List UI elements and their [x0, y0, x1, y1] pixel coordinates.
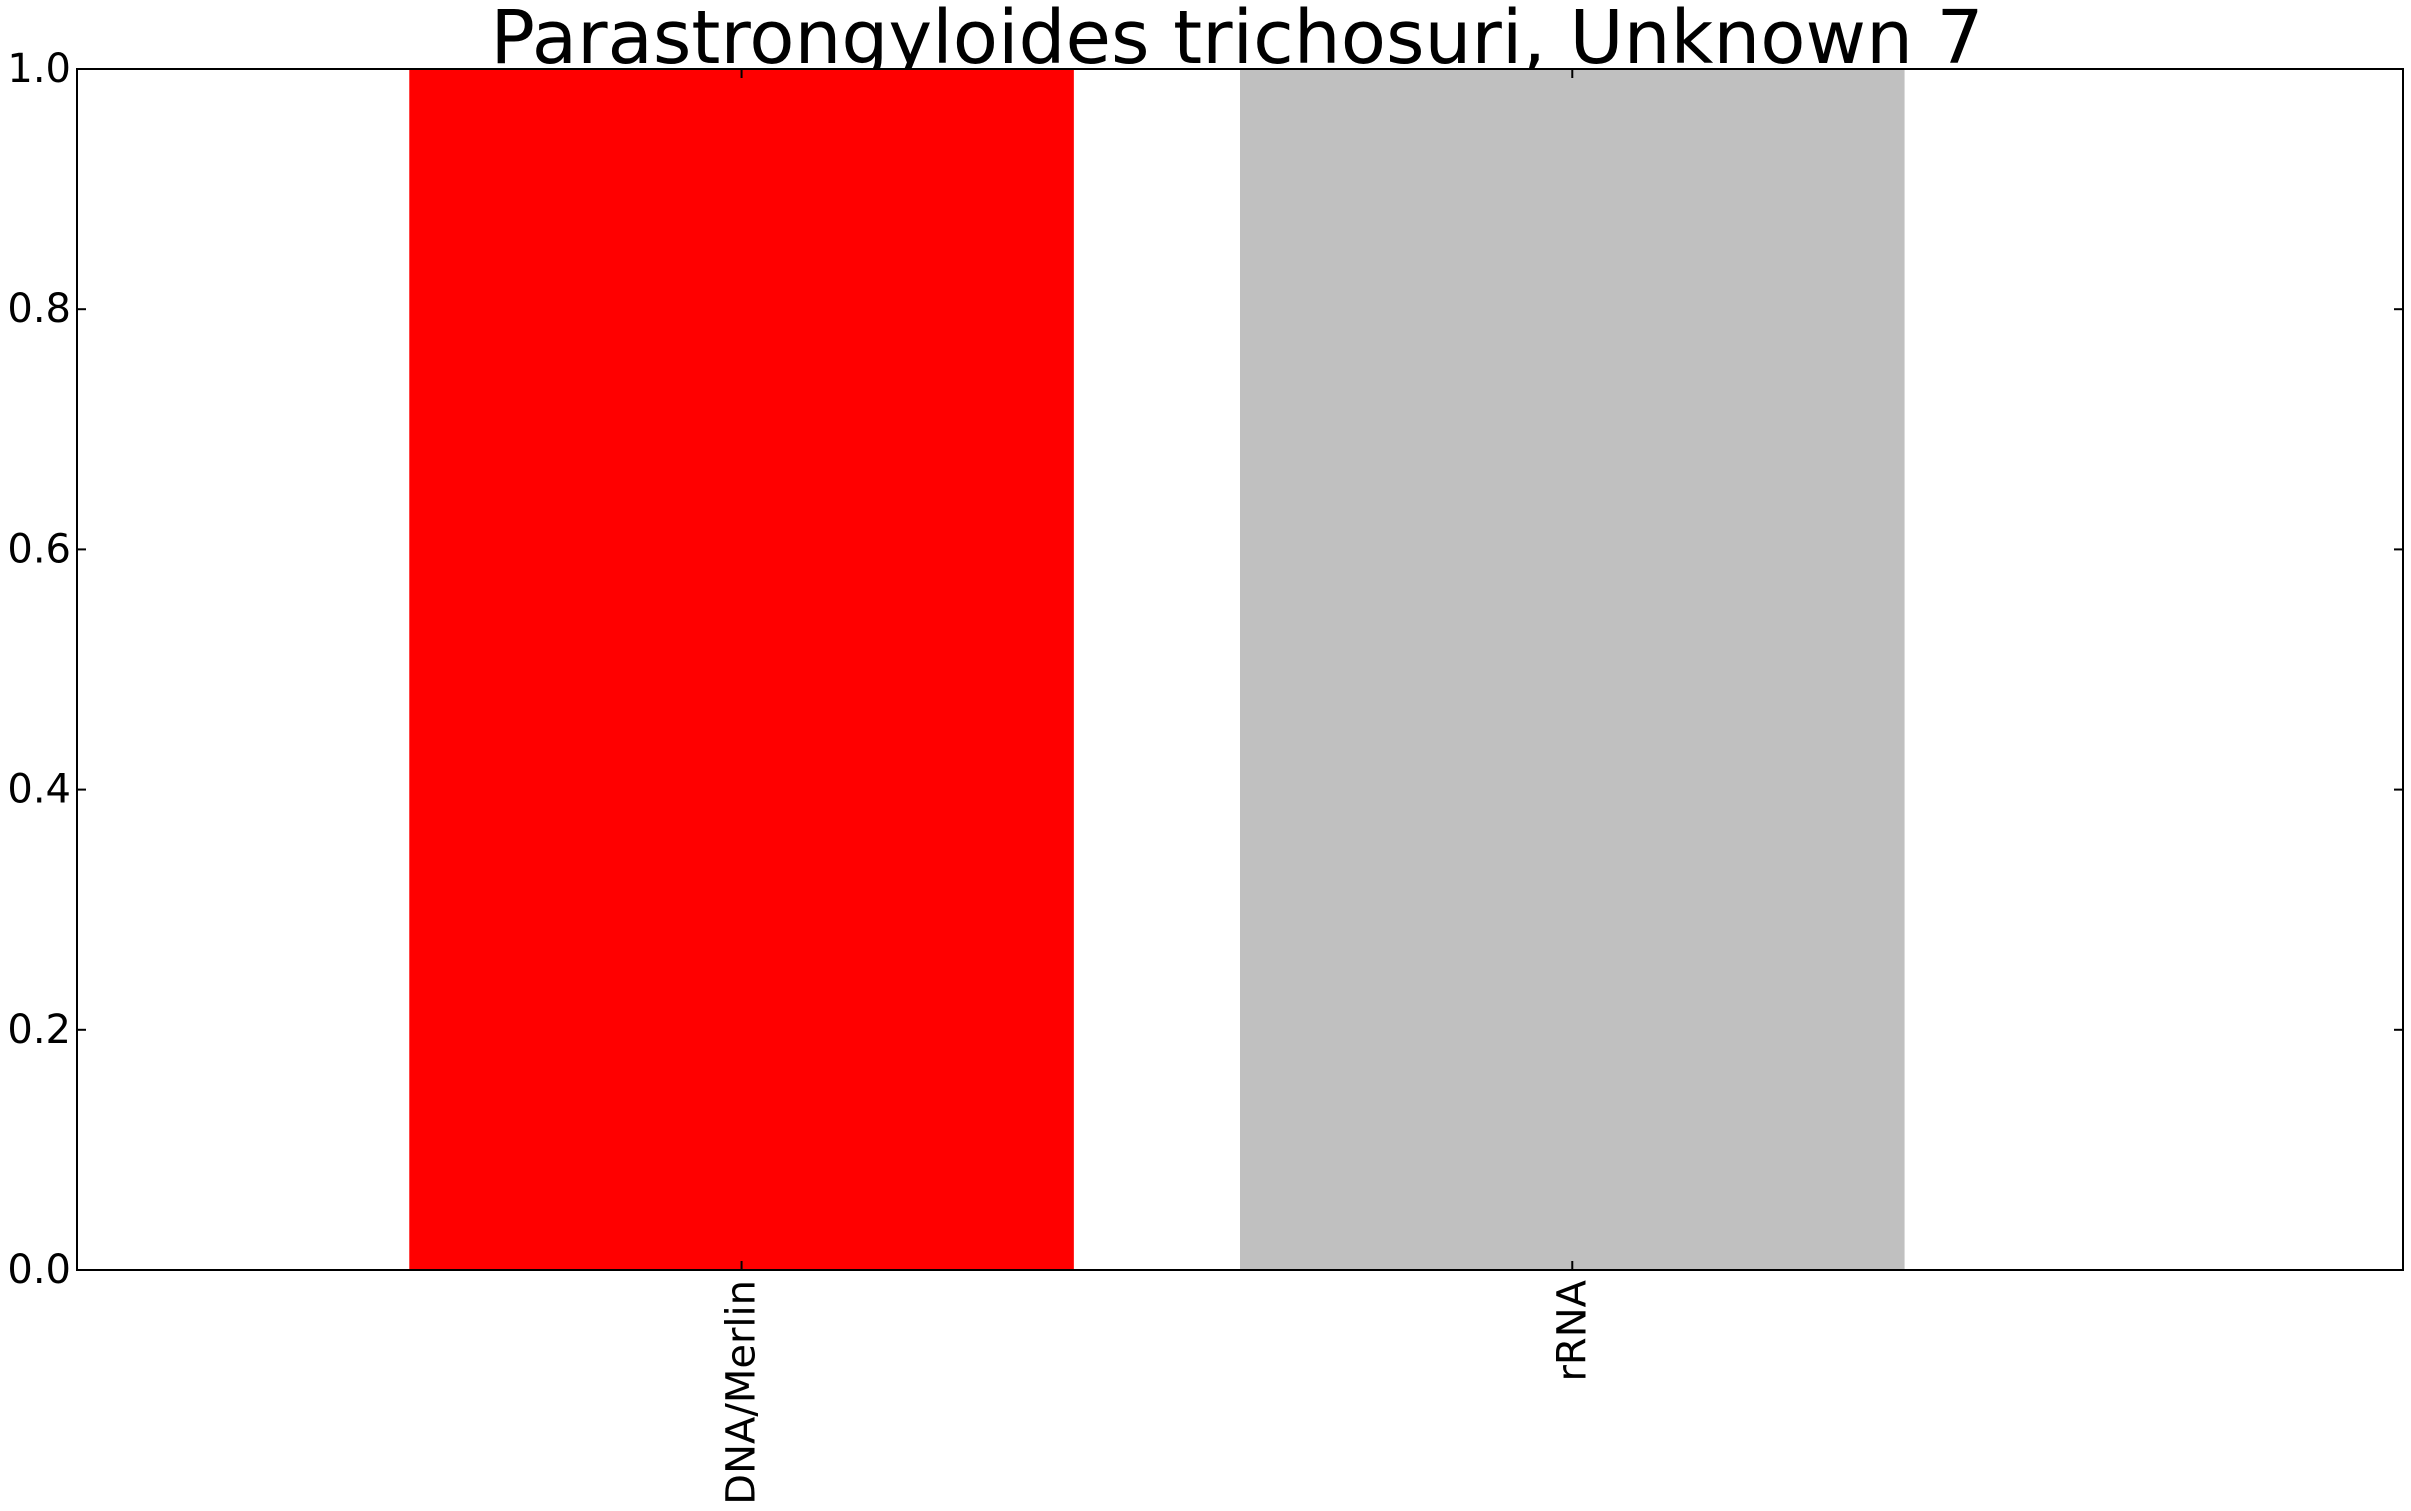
y-tick-label: 0.8 — [7, 286, 71, 332]
y-tick-label: 0.0 — [7, 1247, 71, 1293]
y-tick-label: 1.0 — [7, 46, 71, 92]
x-tick-label: rRNA — [1549, 1279, 1595, 1381]
plot-frame — [76, 68, 2404, 1271]
chart-title: Parastrongyloides trichosuri, Unknown 7 — [490, 0, 1983, 81]
bar-dna-merlin — [409, 69, 1074, 1270]
x-axis: DNA/Merlin rRNA — [719, 69, 1595, 1505]
bars-layer — [409, 69, 1905, 1270]
y-tick-label: 0.4 — [7, 767, 71, 813]
x-tick-label: DNA/Merlin — [719, 1280, 765, 1505]
bar-rrna — [1240, 69, 1905, 1270]
y-axis: 0.0 0.2 0.4 0.6 0.8 1.0 — [7, 46, 2403, 1293]
y-tick-label: 0.6 — [7, 526, 71, 572]
y-tick-label: 0.2 — [7, 1007, 71, 1053]
